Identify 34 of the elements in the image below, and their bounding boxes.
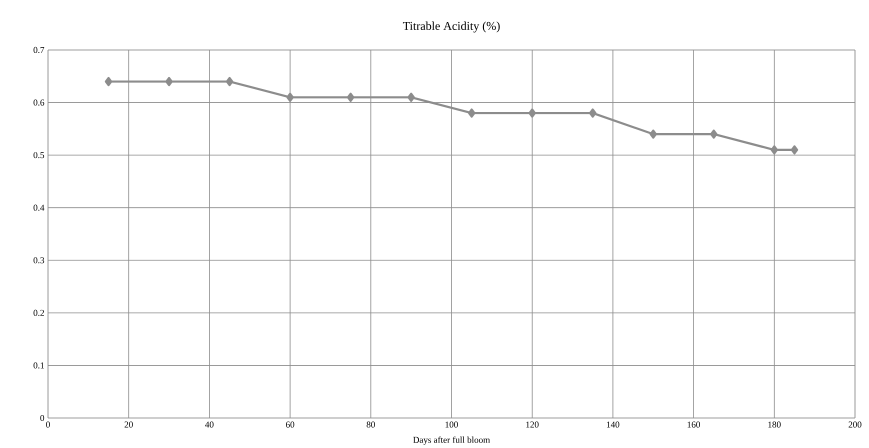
- x-tick-label: 180: [768, 421, 781, 428]
- point: [346, 92, 354, 102]
- y-tick-label: 0.2: [34, 310, 44, 316]
- x-tick-label: 200: [848, 421, 862, 428]
- y-tick-label: 0.7: [34, 46, 44, 54]
- point: [770, 145, 778, 154]
- y-tick-label: 0.1: [34, 362, 44, 368]
- x-tick-label: 60: [286, 421, 294, 428]
- y-tick-label: 0.3: [34, 257, 44, 264]
- x-tick-label: 0: [46, 421, 50, 428]
- point: [468, 108, 476, 118]
- point: [710, 129, 718, 139]
- point: [790, 145, 798, 154]
- point: [650, 129, 657, 139]
- chart-title: Titrable Acidity (%): [402, 22, 500, 32]
- y-tick-label: 0.5: [34, 152, 44, 158]
- x-tick-label: 80: [366, 421, 375, 428]
- y-tick-label: 0.6: [34, 99, 44, 106]
- x-axis-title: Days after full bloom: [413, 436, 490, 445]
- x-tick-label: 20: [124, 421, 133, 428]
- point: [407, 92, 415, 102]
- x-tick-label: 120: [526, 421, 539, 428]
- point: [226, 76, 234, 86]
- point: [104, 76, 112, 86]
- y-tick-label: 0: [40, 414, 44, 422]
- x-tick-label: 140: [606, 421, 620, 428]
- point: [165, 76, 173, 86]
- point: [528, 108, 536, 118]
- point: [286, 92, 294, 102]
- point: [589, 108, 596, 118]
- x-tick-label: 100: [446, 421, 458, 428]
- y-tick-label: 0.4: [34, 204, 44, 211]
- x-tick-label: 160: [688, 421, 700, 428]
- x-tick-label: 40: [205, 421, 214, 428]
